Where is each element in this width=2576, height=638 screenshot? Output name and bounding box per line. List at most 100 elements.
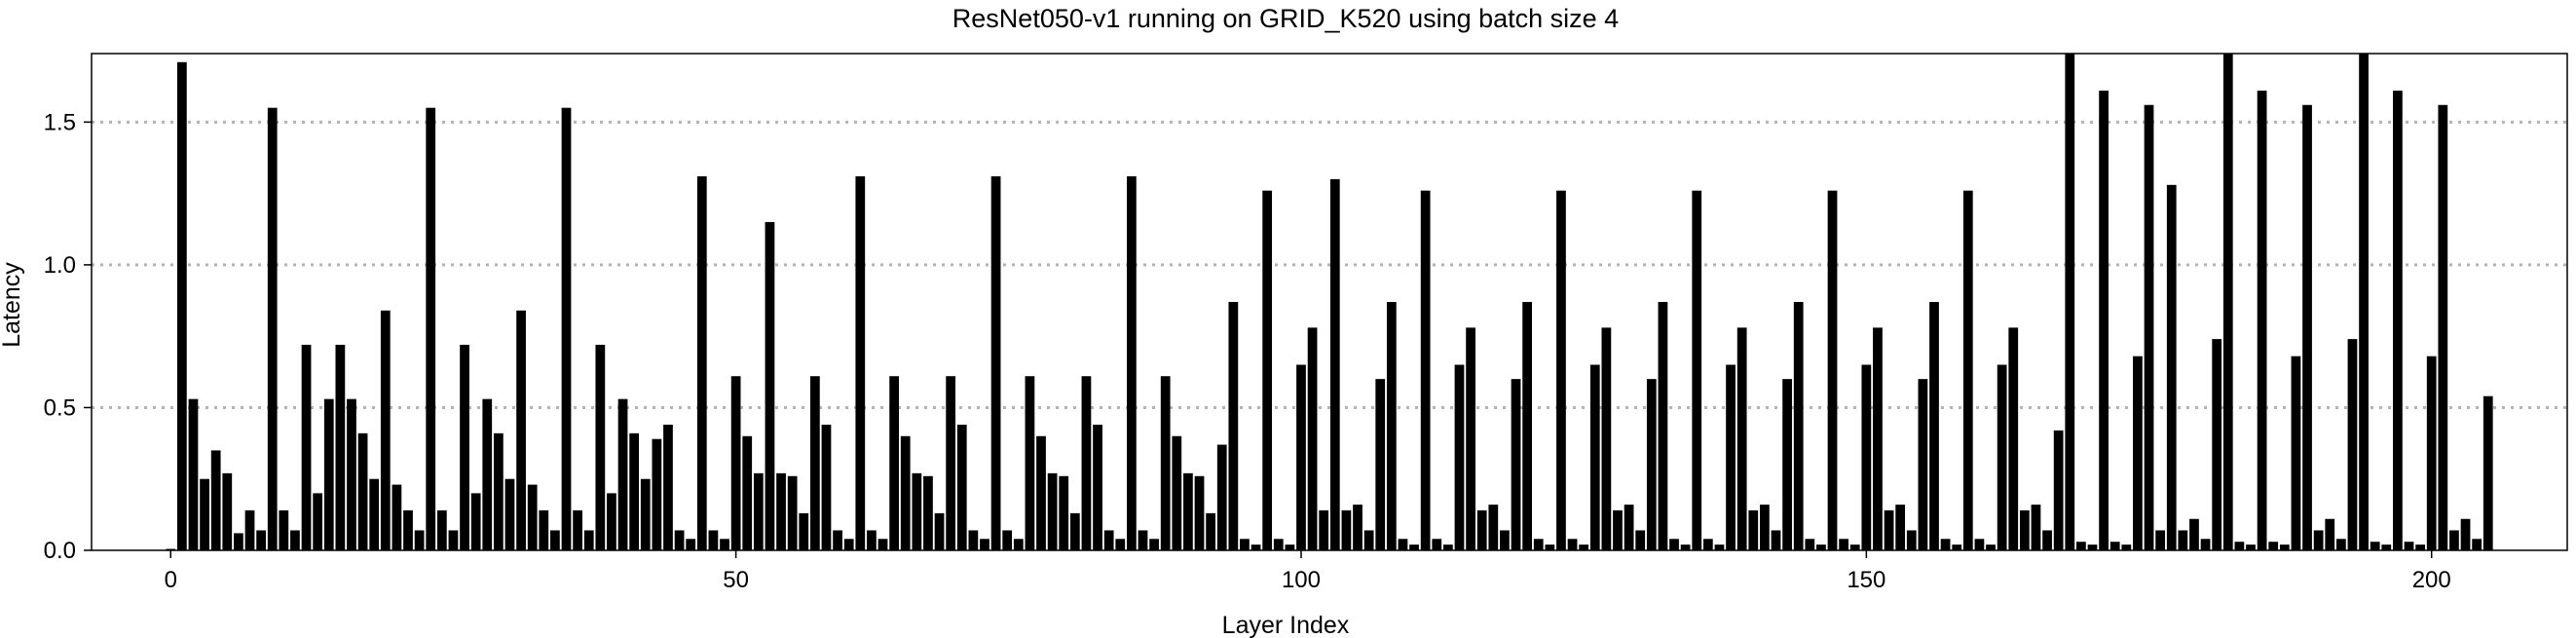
bar-109 xyxy=(1398,539,1408,550)
bar-30 xyxy=(504,478,515,550)
bar-12 xyxy=(301,344,312,550)
bar-154 xyxy=(1906,530,1917,550)
bar-34 xyxy=(550,530,560,550)
y-tick-label-0: 0.0 xyxy=(44,538,76,564)
bar-28 xyxy=(482,398,493,550)
x-tick-label-1: 50 xyxy=(723,567,749,593)
bar-2 xyxy=(188,398,199,550)
bar-24 xyxy=(436,509,447,550)
bar-125 xyxy=(1579,544,1589,550)
bar-67 xyxy=(923,475,933,550)
bar-137 xyxy=(1714,544,1725,550)
bar-167 xyxy=(2053,430,2064,550)
bar-158 xyxy=(1952,544,1962,550)
bar-42 xyxy=(640,478,651,550)
chart-title: ResNet050-v1 running on GRID_K520 using … xyxy=(952,4,1619,33)
bar-57 xyxy=(809,376,820,550)
bar-63 xyxy=(877,539,888,550)
bar-146 xyxy=(1816,544,1826,550)
bar-153 xyxy=(1895,505,1906,550)
bar-157 xyxy=(1940,539,1951,550)
bar-161 xyxy=(1986,544,1996,550)
bar-43 xyxy=(652,438,662,550)
bars xyxy=(166,54,2493,551)
x-tick-label-3: 150 xyxy=(1847,567,1885,593)
axis-ticks: 0 50 100 150 200 0.0 0.5 1.0 1.5 xyxy=(44,109,2451,593)
bar-179 xyxy=(2189,518,2199,550)
bar-100 xyxy=(1296,364,1306,550)
bar-110 xyxy=(1409,544,1419,550)
bar-17 xyxy=(357,432,368,550)
bar-193 xyxy=(2347,339,2358,550)
bar-199 xyxy=(2415,544,2425,550)
bar-119 xyxy=(1511,379,1521,550)
bar-36 xyxy=(573,509,582,550)
plot-frame xyxy=(91,53,2568,551)
bar-85 xyxy=(1126,176,1137,550)
bar-128 xyxy=(1613,509,1623,550)
bar-121 xyxy=(1533,539,1544,550)
bar-6 xyxy=(234,533,243,550)
bar-35 xyxy=(561,107,572,551)
bar-163 xyxy=(2008,327,2019,550)
bar-7 xyxy=(244,509,255,550)
bar-132 xyxy=(1658,302,1668,550)
bar-68 xyxy=(934,512,945,550)
bar-134 xyxy=(1680,544,1691,550)
bar-81 xyxy=(1081,376,1092,550)
bar-113 xyxy=(1443,544,1453,550)
bar-135 xyxy=(1692,190,1702,551)
bar-47 xyxy=(696,176,707,550)
bar-159 xyxy=(1962,190,1973,551)
bar-162 xyxy=(1997,364,2007,550)
y-axis-label: Latency xyxy=(0,262,25,348)
bar-203 xyxy=(2460,518,2471,550)
bar-89 xyxy=(1172,435,1182,550)
bar-150 xyxy=(1861,364,1872,550)
bar-106 xyxy=(1363,530,1374,550)
bar-172 xyxy=(2109,542,2120,550)
bar-183 xyxy=(2234,542,2245,550)
bar-10 xyxy=(279,509,289,550)
bar-122 xyxy=(1545,544,1555,550)
bar-204 xyxy=(2472,539,2483,550)
bar-16 xyxy=(347,398,356,550)
bar-64 xyxy=(889,376,899,550)
bar-201 xyxy=(2438,104,2448,551)
bar-18 xyxy=(369,478,380,550)
bar-129 xyxy=(1624,505,1634,550)
bar-27 xyxy=(470,493,481,550)
bar-65 xyxy=(900,435,911,550)
bar-181 xyxy=(2212,339,2222,550)
bar-61 xyxy=(855,176,866,550)
bar-91 xyxy=(1194,475,1205,550)
bar-170 xyxy=(2087,544,2098,550)
bar-120 xyxy=(1522,302,1533,550)
bar-187 xyxy=(2279,544,2290,550)
bar-115 xyxy=(1466,327,1475,550)
bar-190 xyxy=(2313,530,2324,550)
bar-171 xyxy=(2099,91,2109,550)
bar-101 xyxy=(1307,327,1318,550)
bar-116 xyxy=(1476,509,1487,550)
bar-52 xyxy=(753,472,764,550)
bar-79 xyxy=(1059,475,1069,550)
bar-156 xyxy=(1929,302,1939,550)
bar-83 xyxy=(1103,530,1114,550)
bar-96 xyxy=(1251,544,1261,550)
bar-50 xyxy=(730,376,741,550)
bar-13 xyxy=(313,493,323,550)
bar-93 xyxy=(1216,444,1227,550)
bar-56 xyxy=(799,512,809,550)
bar-191 xyxy=(2325,518,2335,550)
bar-175 xyxy=(2144,104,2154,551)
bar-130 xyxy=(1635,530,1646,550)
bar-66 xyxy=(912,472,922,550)
bar-44 xyxy=(663,425,673,550)
bar-202 xyxy=(2449,530,2459,550)
bar-95 xyxy=(1240,539,1250,550)
bar-38 xyxy=(595,344,606,550)
gridlines xyxy=(92,120,2567,409)
bar-98 xyxy=(1273,539,1284,550)
